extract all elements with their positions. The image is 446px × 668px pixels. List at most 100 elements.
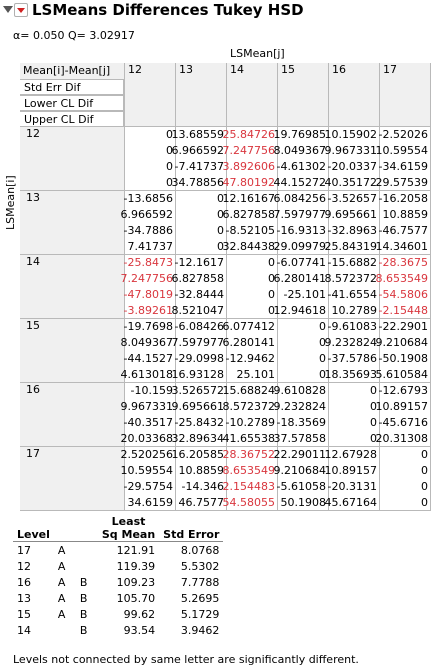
cell-value: 8.049367: [120, 336, 174, 349]
row-header-14: 14: [20, 255, 125, 319]
cell-value: -12.6793: [378, 384, 428, 397]
matrix-cell: -16.2058 10.8859 -46.7577 14.34601: [376, 191, 431, 255]
cell-value: 6.966592: [120, 208, 174, 221]
cell-value: 0: [166, 176, 173, 189]
cell-value: 0: [319, 352, 326, 365]
cell-value: 9.967331: [324, 144, 378, 157]
cell-l1: A: [57, 559, 66, 573]
cell-value: -15.6882: [327, 256, 377, 269]
cell-value: -44.1527: [123, 352, 173, 365]
cell-value: -37.5786: [327, 352, 377, 365]
cell-value: 0: [319, 320, 326, 333]
cell-value: 54.58055: [222, 496, 276, 509]
cell-value: 8.521047: [171, 304, 225, 317]
cell-se: 8.0768: [180, 543, 220, 557]
table-row: 14 B 93.54 3.9462: [13, 622, 223, 638]
cell-value: -25.8432: [174, 416, 224, 429]
matrix-cell: 13.68559 6.966592 -7.41737 34.78856: [172, 127, 227, 191]
cell-value: 7.41737: [127, 240, 174, 253]
table-row: 12 A 119.39 5.5302: [13, 558, 223, 574]
cell-value: -5.61058: [276, 480, 326, 493]
cell-value: -12.9462: [225, 352, 275, 365]
cell-value: 0: [268, 304, 275, 317]
connecting-letters-table: Level Least Sq Mean Std Error 17 A 121.91 8.…: [13, 515, 224, 638]
cell-value: 18.35693: [324, 368, 378, 381]
disclosure-triangle-icon[interactable]: [3, 6, 13, 13]
cell-level: 16: [17, 575, 31, 589]
matrix-cell: 9.610828 9.232824 -18.3569 37.57858: [274, 383, 329, 447]
cell-value: -45.6716: [378, 416, 428, 429]
matrix-cell: 22.29011 9.210684 -5.61058 50.1908: [274, 447, 329, 511]
matrix-cell: 25.84726 7.247756 3.892606 47.80192: [223, 127, 278, 191]
col-header-std-error: Std Error: [159, 515, 224, 542]
cell-l2: B: [79, 607, 88, 621]
cell-value: -6.08426: [174, 320, 224, 333]
cell-value: 50.1908: [280, 496, 327, 509]
cell-value: 6.827858: [171, 272, 225, 285]
cell-value: 9.232824: [324, 336, 378, 349]
table-row: 15 A B 99.62 5.1729: [13, 606, 223, 622]
cell-value: -50.1908: [378, 352, 428, 365]
matrix-cell: -9.61083 9.232824 -37.5786 18.35693: [325, 319, 380, 383]
col-header-letter2: [75, 515, 98, 542]
cell-value: -8.52105: [225, 224, 275, 237]
cell-value: 25.84319: [324, 240, 378, 253]
footnote: Levels not connected by same letter are …: [13, 653, 359, 666]
cell-value: 8.572372: [324, 272, 378, 285]
cell-value: -46.7577: [378, 224, 428, 237]
cell-value: 0: [421, 496, 428, 509]
cell-value: -16.2058: [378, 192, 428, 205]
cell-value: 32.84438: [222, 240, 276, 253]
cell-value: 3.892606: [222, 160, 276, 173]
cell-value: 34.78856: [171, 176, 225, 189]
cell-value: -54.5806: [378, 288, 428, 301]
cell-value: 29.57539: [375, 176, 429, 189]
cell-value: 12.16167: [222, 192, 276, 205]
cell-value: 8.572372: [222, 400, 276, 413]
cell-value: 7.247756: [120, 272, 174, 285]
cell-mean: 109.23: [116, 575, 156, 589]
cell-value: -4.61302: [276, 160, 326, 173]
cell-mean: 119.39: [116, 559, 156, 573]
cell-l2: B: [79, 575, 88, 589]
cell-value: -40.3517: [123, 416, 173, 429]
matrix-cell: 0 0 0 0: [125, 127, 176, 191]
cell-mean: 93.54: [123, 623, 156, 637]
cell-value: 14.34601: [375, 240, 429, 253]
cell-value: 2.520256: [120, 448, 174, 461]
matrix-cell: 0 0 0 0: [227, 255, 278, 319]
matrix-cell: -12.1617 6.827858 -32.8444 8.521047: [172, 255, 227, 319]
cell-value: 44.15272: [273, 176, 327, 189]
matrix-cell: -22.2901 9.210684 -50.1908 5.610584: [376, 319, 431, 383]
cell-value: 0: [268, 272, 275, 285]
matrix-cell: -15.6882 8.572372 -41.6554 10.2789: [325, 255, 380, 319]
cell-value: -18.3569: [276, 416, 326, 429]
cell-value: 0: [166, 160, 173, 173]
cell-value: -41.6554: [327, 288, 377, 301]
cell-value: 40.35172: [324, 176, 378, 189]
cell-value: 0: [370, 384, 377, 397]
cell-value: -2.52026: [378, 128, 428, 141]
matrix-cell: 3.526572 9.695661 -25.8432 32.89634: [172, 383, 227, 447]
table-row: 16 A B 109.23 7.7788: [13, 574, 223, 590]
cell-value: 9.210684: [375, 336, 429, 349]
matrix-legend: Mean[i]-Mean[j] Std Err Dif Lower CL Dif…: [20, 63, 125, 127]
cell-level: 12: [17, 559, 31, 573]
red-triangle-menu-icon[interactable]: [14, 3, 28, 17]
column-header-16: 16: [329, 63, 380, 127]
row-header-12: 12: [20, 127, 125, 191]
matrix-cell: -28.3675 8.653549 -54.5806 -2.15448: [376, 255, 431, 319]
cell-value: -32.8444: [174, 288, 224, 301]
cell-value: 5.610584: [375, 368, 429, 381]
cell-value: 10.8859: [382, 208, 429, 221]
cell-value: 0: [421, 448, 428, 461]
cell-value: -7.41737: [174, 160, 224, 173]
row-header-16: 16: [20, 383, 125, 447]
cell-value: -14.346: [181, 480, 224, 493]
legend-item: Mean[i]-Mean[j]: [23, 64, 111, 77]
legend-item: Upper CL Dif: [20, 111, 124, 127]
cell-value: -12.1617: [174, 256, 224, 269]
cell-value: 28.36752: [222, 448, 276, 461]
cell-value: -16.9313: [276, 224, 326, 237]
cell-value: 10.15902: [324, 128, 378, 141]
